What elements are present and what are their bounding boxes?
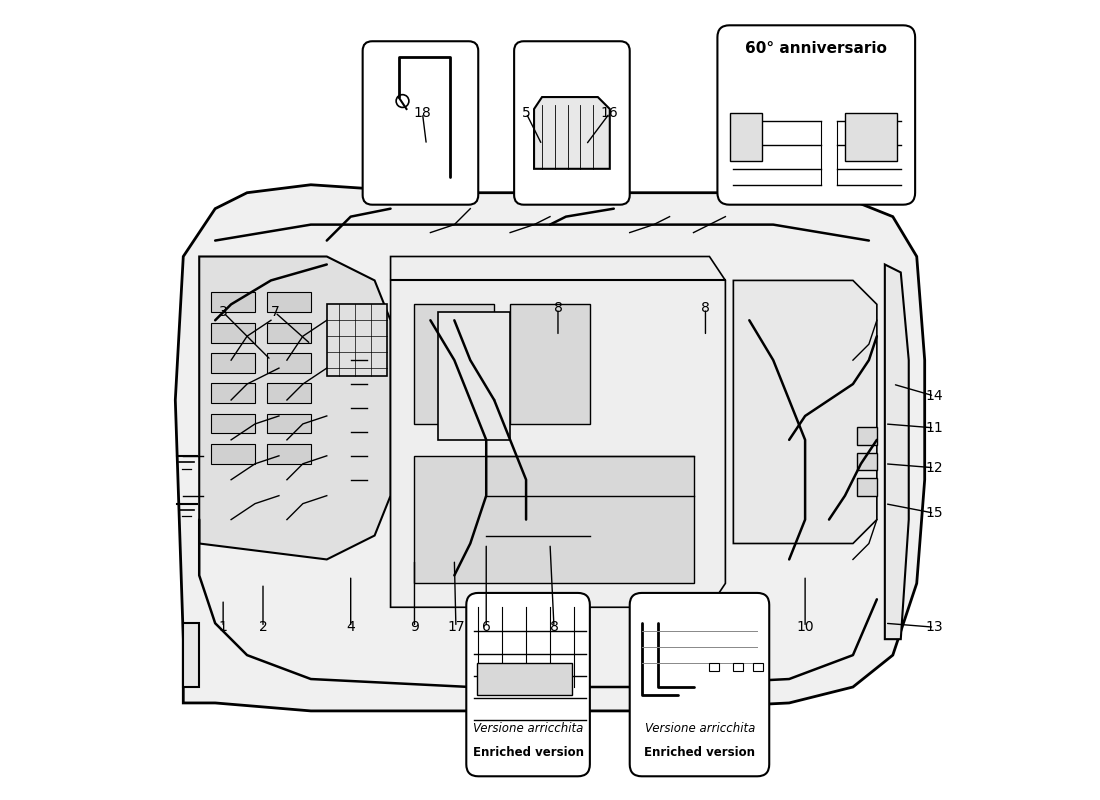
Bar [211,322,255,342]
Bar [267,383,311,403]
Bar [730,113,762,161]
Text: 6: 6 [482,620,491,634]
FancyBboxPatch shape [363,42,478,205]
Bar [211,414,255,434]
Text: 2: 2 [258,620,267,634]
Text: 8: 8 [553,302,562,315]
Text: 5: 5 [521,106,530,120]
Text: 18: 18 [414,106,431,120]
Bar [211,444,255,464]
Text: 12: 12 [925,461,943,474]
Text: 3: 3 [219,306,228,319]
Bar [267,414,311,434]
Bar [211,383,255,403]
Bar [710,663,719,671]
Text: Versione arricchita: Versione arricchita [645,722,755,735]
Text: 7: 7 [271,306,279,319]
Bar [211,292,255,312]
Bar [857,453,877,470]
Polygon shape [884,265,909,639]
Bar [845,113,896,161]
Polygon shape [415,456,693,583]
Text: 60° anniversario: 60° anniversario [746,42,888,56]
Text: 17: 17 [447,620,464,634]
Bar [754,663,763,671]
Polygon shape [184,623,199,687]
FancyBboxPatch shape [629,593,769,776]
Bar [439,312,510,440]
Text: 16: 16 [601,106,618,120]
Polygon shape [535,97,609,169]
Bar [267,353,311,373]
Bar [267,292,311,312]
Text: 4: 4 [346,620,355,634]
FancyBboxPatch shape [514,42,629,205]
Text: 1: 1 [219,620,228,634]
Bar [267,322,311,342]
Bar [857,478,877,496]
Text: 9: 9 [410,620,419,634]
Text: 11: 11 [925,421,943,435]
Polygon shape [415,304,494,424]
Polygon shape [510,304,590,424]
FancyBboxPatch shape [717,26,915,205]
Text: Enriched version: Enriched version [645,746,756,758]
Bar [267,444,311,464]
Text: EUma: EUma [332,403,578,477]
Polygon shape [199,257,390,559]
Polygon shape [175,185,925,711]
Text: 13: 13 [925,620,943,634]
Bar [211,353,255,373]
Text: Enriched version: Enriched version [473,746,584,758]
Text: Versione arricchita: Versione arricchita [473,722,584,735]
Bar [327,304,386,376]
Text: 14: 14 [925,389,943,403]
Bar [857,427,877,445]
Bar [476,663,572,695]
Polygon shape [390,257,725,607]
Text: a passion: a passion [393,502,580,586]
Text: 8: 8 [550,620,559,634]
Text: 15: 15 [925,506,943,520]
Text: 10: 10 [796,620,814,634]
Text: 8: 8 [701,302,710,315]
Polygon shape [734,281,877,543]
FancyBboxPatch shape [466,593,590,776]
Bar [734,663,742,671]
